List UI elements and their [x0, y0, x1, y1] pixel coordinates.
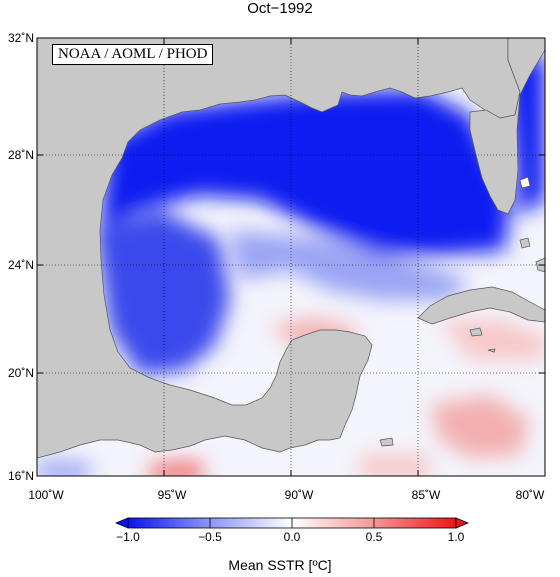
land-north-america: [37, 38, 521, 459]
lat-label-20n: 20˚N: [7, 366, 34, 380]
colorbar-tick-label: 0.0: [283, 530, 301, 544]
land-central-america-islands: [379, 437, 394, 447]
graticule: [37, 38, 545, 476]
cold-anomaly-gulf-north: [100, 90, 510, 255]
warm-anomaly-caribbean-north: [440, 320, 545, 360]
colorbar-title: Mean SSTR [ºC]: [228, 557, 332, 573]
lat-label-16n: 16˚N: [7, 469, 34, 483]
colorbar-tick-label: −0.5: [198, 530, 222, 544]
colorbar-tick-label: 1.0: [447, 530, 465, 544]
map-title: Oct−1992: [247, 0, 313, 17]
land-cuba: [417, 286, 545, 325]
land-lake-okeechobee: [519, 176, 531, 189]
land-masses: [37, 38, 545, 459]
land-cayman: [487, 348, 496, 353]
warm-anomaly-south: [150, 462, 204, 476]
lon-label-80w: 80˚W: [515, 488, 545, 502]
colorbar-max-arrow: [455, 517, 470, 529]
colorbar: [114, 517, 470, 529]
lon-label-95w: 95˚W: [157, 488, 187, 502]
lon-label-85w: 85˚W: [411, 488, 441, 502]
lat-label-24n: 24˚N: [7, 258, 34, 272]
colorbar-min-arrow: [114, 517, 129, 529]
cold-anomaly-gulf-west: [95, 210, 230, 375]
land-isle-of-youth: [469, 327, 483, 337]
colorbar-tick-label: −1.0: [116, 530, 140, 544]
lat-label-28n: 28˚N: [7, 148, 34, 162]
colorbar-tick-label: 0.5: [365, 530, 383, 544]
credit-label: NOAA / AOML / PHOD: [52, 44, 214, 65]
lon-label-90w: 90˚W: [284, 488, 314, 502]
land-bahamas-1: [519, 237, 531, 249]
map-frame: [36, 37, 546, 477]
lat-label-32n: 32˚N: [7, 31, 34, 45]
warm-anomaly-caribbean: [430, 395, 530, 458]
mild-warm-anomaly-south: [360, 455, 430, 476]
land-florida: [469, 38, 545, 215]
cold-anomaly-pacific: [37, 460, 90, 476]
lon-label-100w: 100˚W: [28, 488, 64, 502]
